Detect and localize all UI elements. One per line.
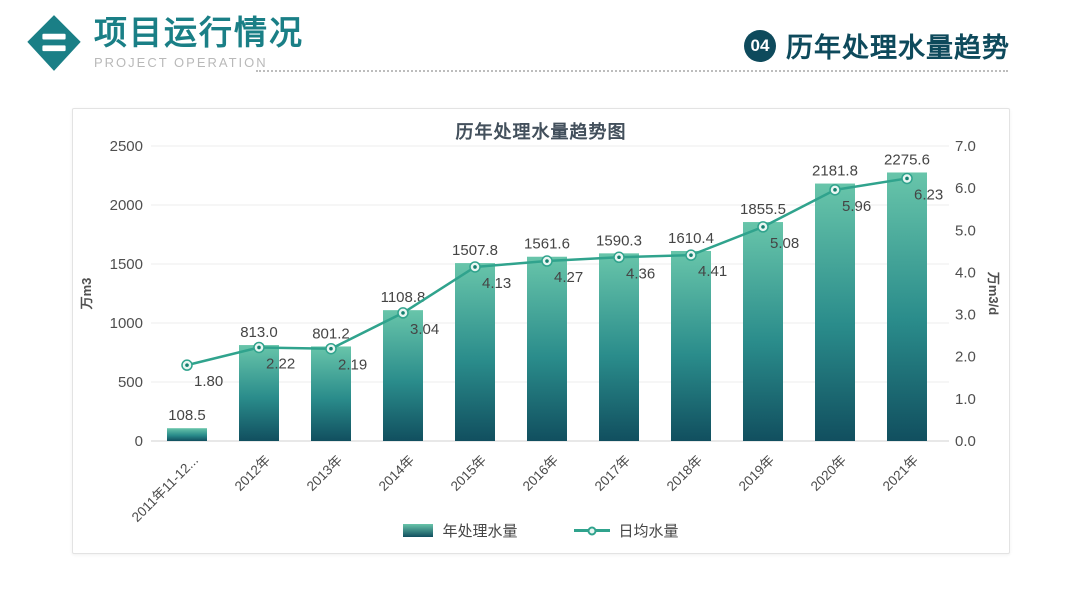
bar [239, 345, 279, 441]
line-marker-core [257, 345, 261, 350]
line-marker-core [689, 253, 693, 257]
line-swatch-icon [573, 526, 610, 536]
line-marker-core [545, 259, 549, 263]
bar-value-label: 1590.3 [596, 232, 642, 249]
left-axis-tick: 500 [118, 374, 143, 391]
bar-value-label: 2181.8 [812, 163, 858, 180]
left-axis-tick: 1500 [110, 256, 143, 273]
x-axis-tick: 2019年 [736, 453, 777, 494]
section-number-badge: 04 [744, 29, 776, 62]
bar-value-label: 813.0 [240, 324, 278, 341]
diamond-equals-icon [27, 15, 81, 71]
bar-value-label: 108.5 [168, 407, 206, 424]
x-axis-tick: 2021年 [880, 453, 921, 494]
x-axis-tick: 2013年 [304, 453, 345, 494]
line-value-label: 4.41 [698, 263, 727, 280]
right-axis-tick: 7.0 [955, 138, 976, 155]
header-text: 项目运行情况 PROJECT OPERATION [94, 14, 304, 70]
header-right: 04 历年处理水量趋势 [744, 26, 1010, 65]
line-marker-core [401, 311, 405, 315]
bar [383, 310, 423, 441]
right-axis-tick: 2.0 [955, 349, 976, 366]
chart-legend: 年处理水量 日均水量 [73, 520, 1009, 541]
left-axis-tick: 1000 [110, 315, 143, 332]
line-value-label: 1.80 [194, 373, 223, 390]
bar-value-label: 1610.4 [668, 230, 714, 247]
bar-value-label: 2275.6 [884, 151, 930, 168]
line-series: 1.80 2.22 2.19 3.04 4.13 4.27 4.36 4.41 5.08 5.96… [181, 172, 943, 390]
right-axis-title: 万m3/d [986, 271, 1001, 315]
bar [167, 428, 207, 441]
line-value-label: 3.04 [410, 321, 439, 338]
bar [887, 172, 927, 442]
line-marker-core [905, 176, 909, 181]
legend-item-line: 日均水量 [573, 520, 679, 541]
trend-chart-svg: 0 500 1000 1500 2000 2500 0.0 1.0 2.0 3.0 4.0 5.0 6.… [79, 138, 1001, 525]
legend-label-bar: 年处理水量 [442, 523, 518, 540]
line-value-label: 6.23 [914, 186, 943, 203]
bar-value-label: 1108.8 [381, 289, 426, 306]
right-axis-tick: 3.0 [955, 307, 976, 324]
bar-value-label: 801.2 [312, 325, 350, 342]
page-subtitle: PROJECT OPERATION [94, 54, 268, 70]
legend-item-bar: 年处理水量 [403, 520, 518, 541]
bar [455, 263, 495, 441]
line-value-label: 5.96 [842, 198, 871, 215]
right-axis-tick: 1.0 [955, 391, 976, 408]
left-axis-tick: 2000 [110, 197, 143, 214]
line-marker-core [329, 346, 333, 351]
x-axis-tick: 2018年 [664, 453, 705, 494]
bar [815, 183, 855, 441]
bar-value-label: 1507.8 [452, 242, 498, 259]
right-axis-tick: 4.0 [955, 264, 976, 281]
x-axis-tick: 2015年 [448, 453, 489, 494]
left-axis-tick: 0 [135, 433, 143, 450]
left-axis-title: 万m3 [79, 278, 94, 311]
bar [671, 250, 711, 441]
line-value-label: 2.19 [338, 357, 367, 374]
bar [599, 253, 639, 441]
bar-swatch-icon [403, 524, 434, 537]
legend-label-line: 日均水量 [618, 523, 679, 540]
chart-title: 历年处理水量趋势图 [455, 122, 627, 142]
x-axis-tick: 2020年 [808, 453, 849, 494]
bar [527, 256, 567, 441]
bar [311, 346, 351, 441]
x-axis-tick: 2017年 [592, 453, 633, 494]
right-axis-ticks: 0.0 1.0 2.0 3.0 4.0 5.0 6.0 7.0 [955, 138, 976, 450]
page-title: 项目运行情况 [94, 14, 304, 51]
right-axis-tick: 0.0 [955, 433, 976, 450]
section-title: 历年处理水量趋势 [786, 33, 1010, 63]
line-value-label: 2.22 [266, 355, 295, 372]
x-axis-tick: 2011年11-12... [129, 453, 201, 525]
line-marker-core [761, 225, 765, 229]
line-value-label: 5.08 [770, 235, 799, 252]
line-marker-core [185, 363, 189, 367]
line-marker-core [617, 255, 621, 260]
line-marker-core [473, 265, 477, 269]
right-axis-tick: 5.0 [955, 222, 976, 239]
line-value-label: 4.27 [554, 269, 583, 286]
x-axis-tick: 2016年 [520, 453, 561, 494]
bar-value-label: 1855.5 [740, 201, 786, 218]
x-axis-tick: 2012年 [232, 453, 273, 494]
x-axis-labels: 2011年11-12... 2012年 2013年 2014年 2015年 2016年 20… [129, 453, 921, 525]
bar [743, 222, 783, 441]
left-axis-tick: 2500 [110, 138, 143, 155]
bar-value-label: 1561.6 [524, 236, 570, 253]
bars-series: 108.5 813.0 801.2 1108.8 1507.8 1561.6 1590.3 1… [167, 151, 930, 442]
header-left: 项目运行情况 PROJECT OPERATION [26, 14, 304, 72]
chart-panel: 0 500 1000 1500 2000 2500 0.0 1.0 2.0 3.0 4.0 5.0 6.… [72, 108, 1010, 554]
right-axis-tick: 6.0 [955, 180, 976, 197]
line-value-label: 4.13 [482, 275, 511, 292]
line-value-label: 4.36 [626, 265, 655, 282]
dotted-divider [256, 70, 1008, 72]
line-marker-core [833, 188, 837, 192]
x-axis-tick: 2014年 [376, 453, 417, 494]
